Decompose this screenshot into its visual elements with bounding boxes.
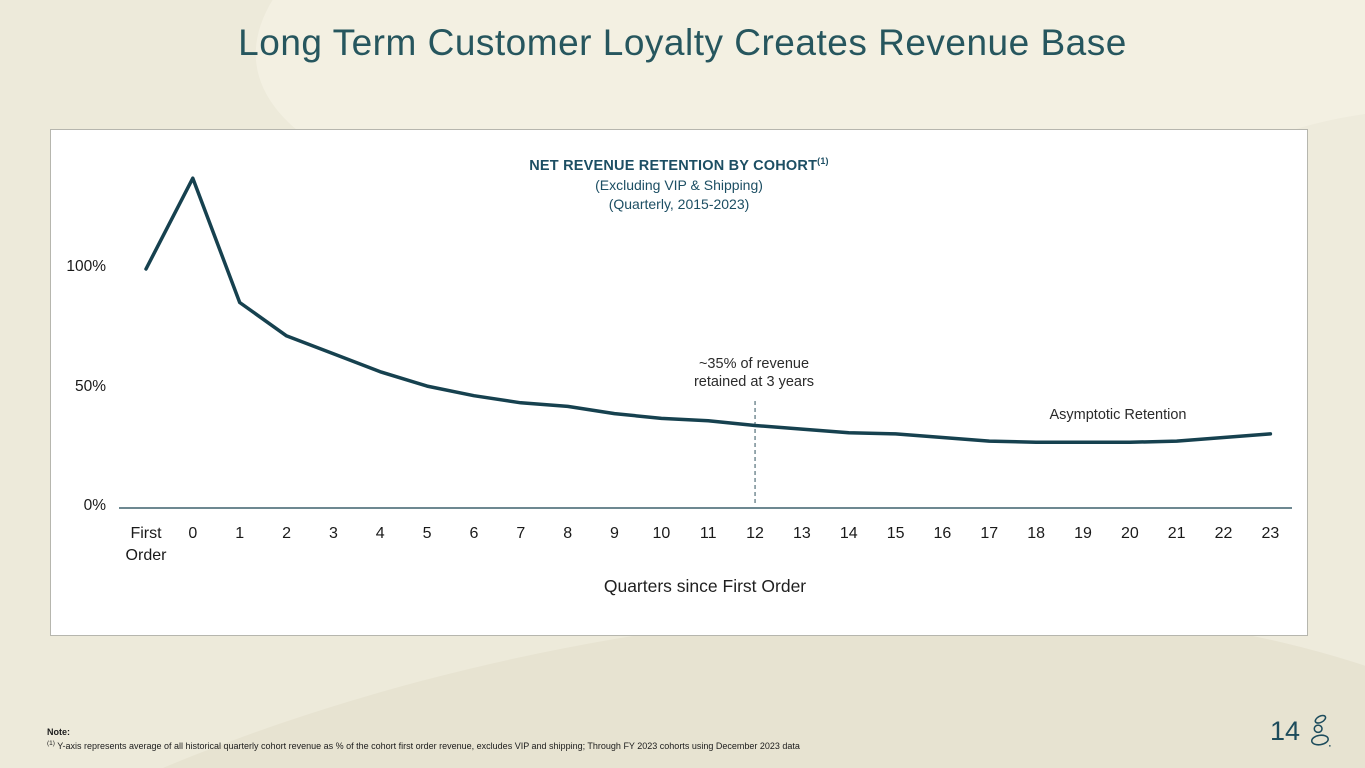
x-tick-label-line: 1: [235, 525, 245, 542]
x-tick-label-line: 22: [1214, 525, 1233, 542]
x-tick-label-line: 16: [933, 525, 952, 542]
x-tick-label-line: 21: [1167, 525, 1186, 542]
x-tick-label: 16: [910, 523, 974, 545]
asymptote-label: Asymptotic Retention: [1049, 407, 1187, 423]
x-tick-label: 8: [536, 523, 600, 545]
chart-panel: NET REVENUE RETENTION BY COHORT(1) (Excl…: [50, 129, 1308, 636]
x-tick-label: 23: [1238, 523, 1302, 545]
x-tick-label: 6: [442, 523, 506, 545]
footnote: Note: (1) Y-axis represents average of a…: [47, 727, 800, 752]
x-tick-label: 21: [1145, 523, 1209, 545]
x-tick-label-line: 8: [563, 525, 573, 542]
x-tick-label: 14: [817, 523, 881, 545]
x-tick-label-line: 7: [516, 525, 526, 542]
x-tick-label-line: 18: [1027, 525, 1046, 542]
x-tick-label-line: 4: [375, 525, 385, 542]
x-tick-label-line: 14: [839, 525, 858, 542]
x-tick-label: 10: [629, 523, 693, 545]
x-tick-label: 15: [864, 523, 928, 545]
x-tick-label: 0: [161, 523, 225, 545]
x-tick-label-line: 19: [1074, 525, 1092, 542]
x-tick-label-line: 2: [282, 525, 291, 542]
footnote-text: Y-axis represents average of all histori…: [54, 741, 800, 751]
x-tick-label: 13: [770, 523, 834, 545]
x-tick-label-line: 10: [652, 525, 671, 542]
x-tick-label-line: 0: [188, 525, 198, 542]
page-number: 14: [1269, 716, 1300, 746]
x-tick-label-line: 6: [469, 525, 479, 542]
x-tick-label-line: Order: [125, 547, 167, 564]
x-tick-label: 2: [255, 523, 319, 545]
stacked-stones-logo-icon: [1310, 714, 1331, 747]
x-tick-label-line: 17: [980, 525, 999, 542]
retention-annotation-line2: retained at 3 years: [693, 374, 815, 390]
x-tick-label: 1: [208, 523, 272, 545]
x-tick-label: 3: [301, 523, 365, 545]
chart-subtitle-2: (Quarterly, 2015-2023): [608, 195, 750, 212]
y-tick-label: 50%: [74, 377, 106, 395]
x-tick-label: 20: [1098, 523, 1162, 545]
footnote-marker: (1): [47, 740, 55, 747]
retention-line: [144, 176, 1273, 445]
x-tick-label-line: 5: [422, 525, 432, 542]
x-tick-label-line: 9: [610, 525, 619, 542]
x-tick-label: 18: [1004, 523, 1068, 545]
y-tick-label: 100%: [66, 258, 106, 275]
x-tick-label: 12: [723, 523, 787, 545]
x-tick-label: 7: [489, 523, 553, 545]
slide-title: Long Term Customer Loyalty Creates Reven…: [238, 22, 1127, 63]
chart-title: NET REVENUE RETENTION BY COHORT(1): [51, 156, 1307, 174]
x-tick-label-line: 23: [1261, 525, 1280, 542]
x-tick-label: 22: [1192, 523, 1256, 545]
retention-annotation: ~35% of revenue retained at 3 years: [644, 355, 864, 391]
page-footer: 14: [1270, 712, 1333, 750]
chart-title-text: NET REVENUE RETENTION BY COHORT: [529, 157, 818, 174]
chart-title-footnote-marker: (1): [817, 156, 829, 166]
x-tick-label-line: First: [130, 525, 162, 542]
footnote-text-line: (1) Y-axis represents average of all his…: [47, 738, 800, 752]
footnote-label: Note:: [47, 727, 70, 737]
x-tick-label-line: 11: [699, 525, 717, 542]
x-tick-label: First Order: [114, 523, 178, 567]
retention-annotation-line1: ~35% of revenue: [698, 356, 810, 372]
x-tick-label-line: 3: [328, 525, 338, 542]
x-axis-title: Quarters since First Order: [603, 576, 807, 596]
chart-subtitle-1: (Excluding VIP & Shipping): [595, 176, 763, 193]
chart-header: NET REVENUE RETENTION BY COHORT(1) (Excl…: [51, 156, 1307, 212]
x-tick-label: 4: [348, 523, 412, 545]
x-tick-label: 11: [676, 523, 740, 545]
x-tick-label-line: 15: [886, 525, 905, 542]
x-tick-label: 9: [583, 523, 647, 545]
x-tick-label-line: 20: [1120, 525, 1139, 542]
retention-line-chart: [119, 176, 1292, 509]
x-tick-label-line: 13: [792, 525, 811, 542]
x-tick-label-line: 12: [746, 525, 764, 542]
x-tick-label: 17: [957, 523, 1021, 545]
x-tick-label: 19: [1051, 523, 1115, 545]
y-tick-label: 0%: [83, 497, 106, 514]
x-tick-label: 5: [395, 523, 459, 545]
